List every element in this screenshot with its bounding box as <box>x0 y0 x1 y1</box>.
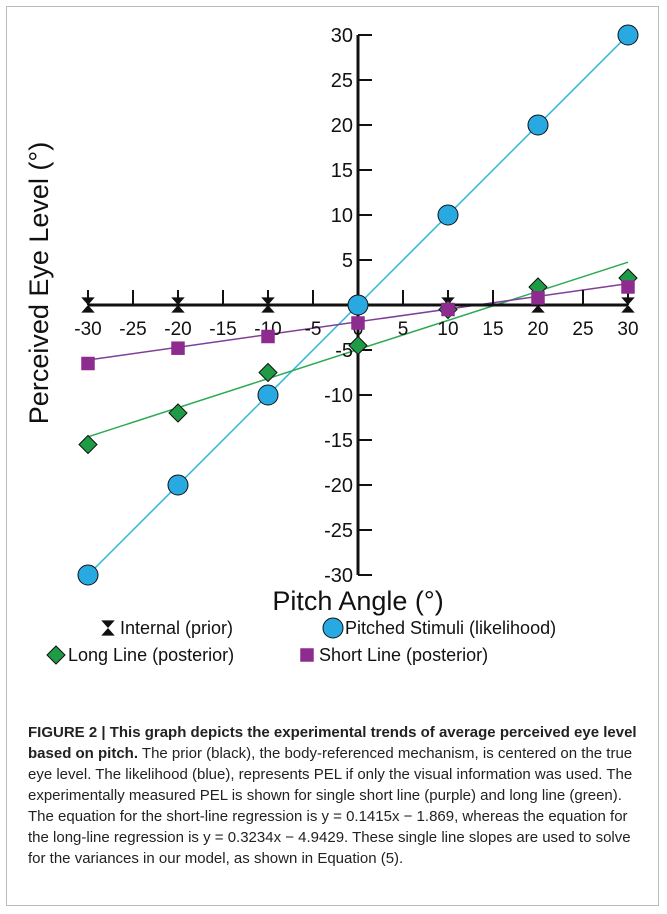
series-1-point-1 <box>167 474 189 496</box>
y-tick-label-3: 15 <box>331 160 353 182</box>
y-tick-label-12: -30 <box>324 565 353 587</box>
series-0-point-6 <box>621 297 635 313</box>
x-tick-label-0: -30 <box>74 319 101 340</box>
figure-frame <box>6 6 659 906</box>
series-1-point-4 <box>437 204 459 226</box>
y-axis-label: Perceived Eye Level (°) <box>24 142 54 424</box>
legend-label-3: Short Line (posterior) <box>319 645 488 665</box>
series-3-point-3 <box>351 316 365 330</box>
y-tick-label-2: 20 <box>331 115 353 137</box>
y-tick-label-4: 10 <box>331 205 353 227</box>
series-1-point-6 <box>617 24 639 46</box>
y-tick-label-0: 30 <box>331 25 353 47</box>
legend-marker-0 <box>101 620 115 636</box>
legend-marker-3 <box>300 648 314 662</box>
y-tick-label-11: -25 <box>324 520 353 542</box>
series-2-point-1 <box>168 403 188 423</box>
series-1-point-2 <box>257 384 279 406</box>
y-tick-label-8: -10 <box>324 385 353 407</box>
legend-label-0: Internal (prior) <box>120 618 233 638</box>
x-tick-label-4: -10 <box>254 319 281 340</box>
legend: Internal (prior) Pitched Stimuli (likelih… <box>46 617 556 665</box>
series-3-point-1 <box>171 341 185 355</box>
legend-marker-2 <box>46 645 66 665</box>
series-0-point-1 <box>171 297 185 313</box>
legend-label-1: Pitched Stimuli (likelihood) <box>345 618 556 638</box>
series-3-point-2 <box>261 329 275 344</box>
y-tick-label-10: -20 <box>324 475 353 497</box>
x-tick-label-9: 15 <box>482 319 503 340</box>
x-tick-label-11: 25 <box>572 319 593 340</box>
y-tick-label-1: 25 <box>331 70 353 92</box>
chart: -30-25-20-15-10-505101520253030252015105… <box>24 24 639 665</box>
series-1-point-3 <box>347 294 369 316</box>
y-tick-label-7: -5 <box>335 340 353 362</box>
x-tick-label-3: -15 <box>209 319 236 340</box>
x-tick-label-7: 5 <box>398 319 409 340</box>
x-tick-label-1: -25 <box>119 319 146 340</box>
markers <box>77 24 639 586</box>
x-tick-label-5: -5 <box>305 319 322 340</box>
caption-title: FIGURE 2 | This graph depicts the experi… <box>28 724 637 762</box>
series-0-point-2 <box>261 297 275 313</box>
y-tick-label-9: -15 <box>324 430 353 452</box>
series-3-point-5 <box>531 291 545 305</box>
series-3-point-6 <box>621 280 635 294</box>
y-tick-label-5: 5 <box>342 250 353 272</box>
x-tick-label-10: 20 <box>527 319 548 340</box>
x-tick-label-8: 10 <box>437 319 458 340</box>
series-0-point-0 <box>81 297 95 313</box>
x-tick-label-2: -20 <box>164 319 191 340</box>
series-3-point-0 <box>81 356 95 371</box>
series-3-point-4 <box>441 302 455 317</box>
legend-marker-1 <box>322 617 344 639</box>
x-axis-label: Pitch Angle (°) <box>272 586 443 616</box>
x-tick-label-12: 30 <box>617 319 638 340</box>
series-2-point-0 <box>78 434 98 455</box>
series-1-point-5 <box>527 114 549 136</box>
series-2-point-3 <box>348 335 368 356</box>
legend-label-2: Long Line (posterior) <box>68 645 234 665</box>
series-2-point-2 <box>258 362 278 383</box>
figure-caption: FIGURE 2 | This graph depicts the experi… <box>28 722 648 869</box>
caption-body: The prior (black), the body-referenced m… <box>28 745 633 867</box>
series-1-point-0 <box>77 564 99 586</box>
